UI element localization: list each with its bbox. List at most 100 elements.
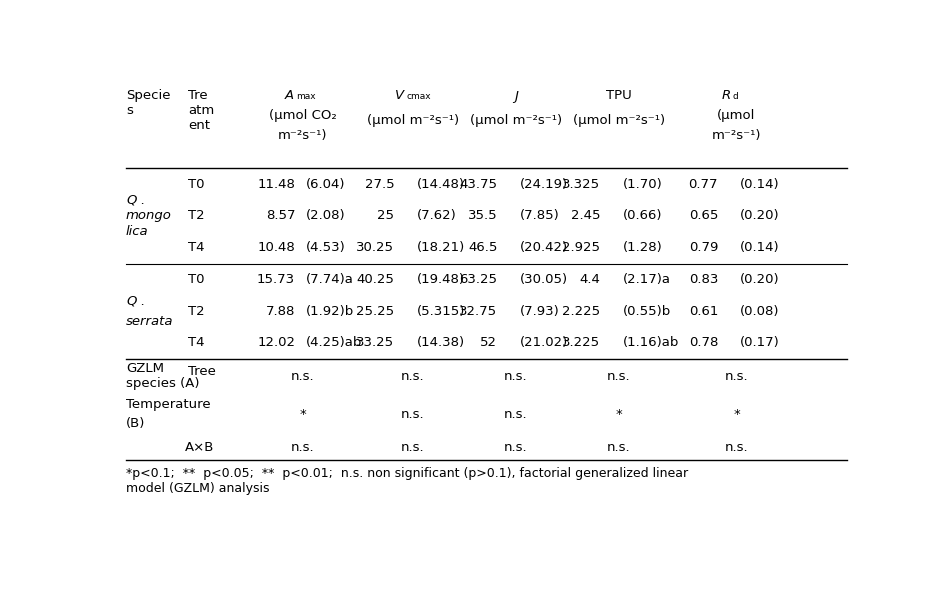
Text: n.s.: n.s. — [607, 441, 630, 454]
Text: $A$: $A$ — [285, 89, 295, 102]
Text: 25: 25 — [378, 210, 395, 222]
Text: T2: T2 — [189, 210, 205, 222]
Text: TPU: TPU — [605, 89, 632, 102]
Text: 10.48: 10.48 — [257, 241, 295, 254]
Text: (6.04): (6.04) — [307, 178, 345, 191]
Text: n.s.: n.s. — [504, 441, 528, 454]
Text: (0.66): (0.66) — [623, 210, 661, 222]
Text: T0: T0 — [189, 178, 205, 191]
Text: n.s.: n.s. — [290, 441, 314, 454]
Text: 2.45: 2.45 — [571, 210, 601, 222]
Text: (1.70): (1.70) — [623, 178, 662, 191]
Text: n.s.: n.s. — [725, 370, 748, 383]
Text: 3.325: 3.325 — [562, 178, 601, 191]
Text: T4: T4 — [189, 241, 205, 254]
Text: A×B: A×B — [185, 441, 214, 454]
Text: 25.25: 25.25 — [356, 305, 395, 318]
Text: (0.14): (0.14) — [740, 241, 780, 254]
Text: (0.14): (0.14) — [740, 178, 780, 191]
Text: $Q$ .: $Q$ . — [126, 294, 145, 308]
Text: $J$: $J$ — [512, 89, 520, 105]
Text: T2: T2 — [189, 305, 205, 318]
Text: max: max — [297, 92, 316, 101]
Text: (μmol m⁻²s⁻¹): (μmol m⁻²s⁻¹) — [366, 114, 459, 127]
Text: (0.17): (0.17) — [740, 336, 780, 350]
Text: 0.61: 0.61 — [689, 305, 718, 318]
Text: (7.62): (7.62) — [417, 210, 456, 222]
Text: Tree: Tree — [189, 365, 216, 378]
Text: lica: lica — [126, 225, 149, 238]
Text: m⁻²s⁻¹): m⁻²s⁻¹) — [712, 128, 761, 142]
Text: 30.25: 30.25 — [357, 241, 395, 254]
Text: (μmol: (μmol — [717, 109, 755, 122]
Text: (0.55)b: (0.55)b — [623, 305, 671, 318]
Text: (4.25)ab: (4.25)ab — [307, 336, 363, 350]
Text: n.s.: n.s. — [607, 370, 630, 383]
Text: T0: T0 — [189, 273, 205, 286]
Text: (μmol m⁻²s⁻¹): (μmol m⁻²s⁻¹) — [470, 114, 562, 127]
Text: (B): (B) — [126, 417, 145, 430]
Text: T4: T4 — [189, 336, 205, 350]
Text: d: d — [732, 92, 737, 101]
Text: (4.53): (4.53) — [307, 241, 346, 254]
Text: n.s.: n.s. — [401, 370, 424, 383]
Text: n.s.: n.s. — [290, 370, 314, 383]
Text: serrata: serrata — [126, 315, 174, 328]
Text: species (A): species (A) — [126, 377, 199, 390]
Text: (0.08): (0.08) — [740, 305, 779, 318]
Text: 0.78: 0.78 — [689, 336, 718, 350]
Text: (30.05): (30.05) — [519, 273, 568, 286]
Text: 40.25: 40.25 — [357, 273, 395, 286]
Text: 0.79: 0.79 — [689, 241, 718, 254]
Text: 33.25: 33.25 — [356, 336, 395, 350]
Text: 52: 52 — [480, 336, 497, 350]
Text: n.s.: n.s. — [725, 441, 748, 454]
Text: $V$: $V$ — [394, 89, 405, 102]
Text: 27.5: 27.5 — [364, 178, 395, 191]
Text: n.s.: n.s. — [401, 408, 424, 421]
Text: n.s.: n.s. — [504, 370, 528, 383]
Text: (18.21): (18.21) — [417, 241, 465, 254]
Text: (μmol m⁻²s⁻¹): (μmol m⁻²s⁻¹) — [572, 114, 665, 127]
Text: (5.315): (5.315) — [417, 305, 465, 318]
Text: (14.48): (14.48) — [417, 178, 464, 191]
Text: (21.02): (21.02) — [519, 336, 568, 350]
Text: (μmol CO₂: (μmol CO₂ — [269, 109, 336, 122]
Text: (20.42): (20.42) — [519, 241, 568, 254]
Text: 46.5: 46.5 — [468, 241, 497, 254]
Text: (2.08): (2.08) — [307, 210, 345, 222]
Text: (2.17)a: (2.17)a — [623, 273, 670, 286]
Text: Specie
s: Specie s — [126, 89, 171, 117]
Text: (14.38): (14.38) — [417, 336, 465, 350]
Text: *: * — [299, 408, 306, 421]
Text: (0.20): (0.20) — [740, 210, 780, 222]
Text: 0.77: 0.77 — [689, 178, 718, 191]
Text: 3.225: 3.225 — [562, 336, 601, 350]
Text: cmax: cmax — [407, 92, 432, 101]
Text: (7.74)a: (7.74)a — [307, 273, 354, 286]
Text: 43.75: 43.75 — [459, 178, 497, 191]
Text: 63.25: 63.25 — [459, 273, 497, 286]
Text: $R$: $R$ — [720, 89, 731, 102]
Text: 35.5: 35.5 — [468, 210, 497, 222]
Text: *: * — [733, 408, 740, 421]
Text: 12.02: 12.02 — [257, 336, 295, 350]
Text: 2.225: 2.225 — [562, 305, 601, 318]
Text: (19.48): (19.48) — [417, 273, 464, 286]
Text: (1.16)ab: (1.16)ab — [623, 336, 679, 350]
Text: (24.19): (24.19) — [519, 178, 568, 191]
Text: (7.85): (7.85) — [519, 210, 559, 222]
Text: (0.20): (0.20) — [740, 273, 780, 286]
Text: n.s.: n.s. — [504, 408, 528, 421]
Text: (1.92)b: (1.92)b — [307, 305, 354, 318]
Text: 32.75: 32.75 — [459, 305, 497, 318]
Text: GZLM: GZLM — [126, 362, 164, 375]
Text: 4.4: 4.4 — [580, 273, 601, 286]
Text: *p<0.1;  **  p<0.05;  **  p<0.01;  n.s. non significant (p>0.1), factorial gener: *p<0.1; ** p<0.05; ** p<0.01; n.s. non s… — [126, 467, 688, 496]
Text: 15.73: 15.73 — [257, 273, 295, 286]
Text: Tre
atm
ent: Tre atm ent — [189, 89, 214, 132]
Text: 7.88: 7.88 — [266, 305, 295, 318]
Text: n.s.: n.s. — [401, 441, 424, 454]
Text: 11.48: 11.48 — [257, 178, 295, 191]
Text: Temperature: Temperature — [126, 399, 211, 411]
